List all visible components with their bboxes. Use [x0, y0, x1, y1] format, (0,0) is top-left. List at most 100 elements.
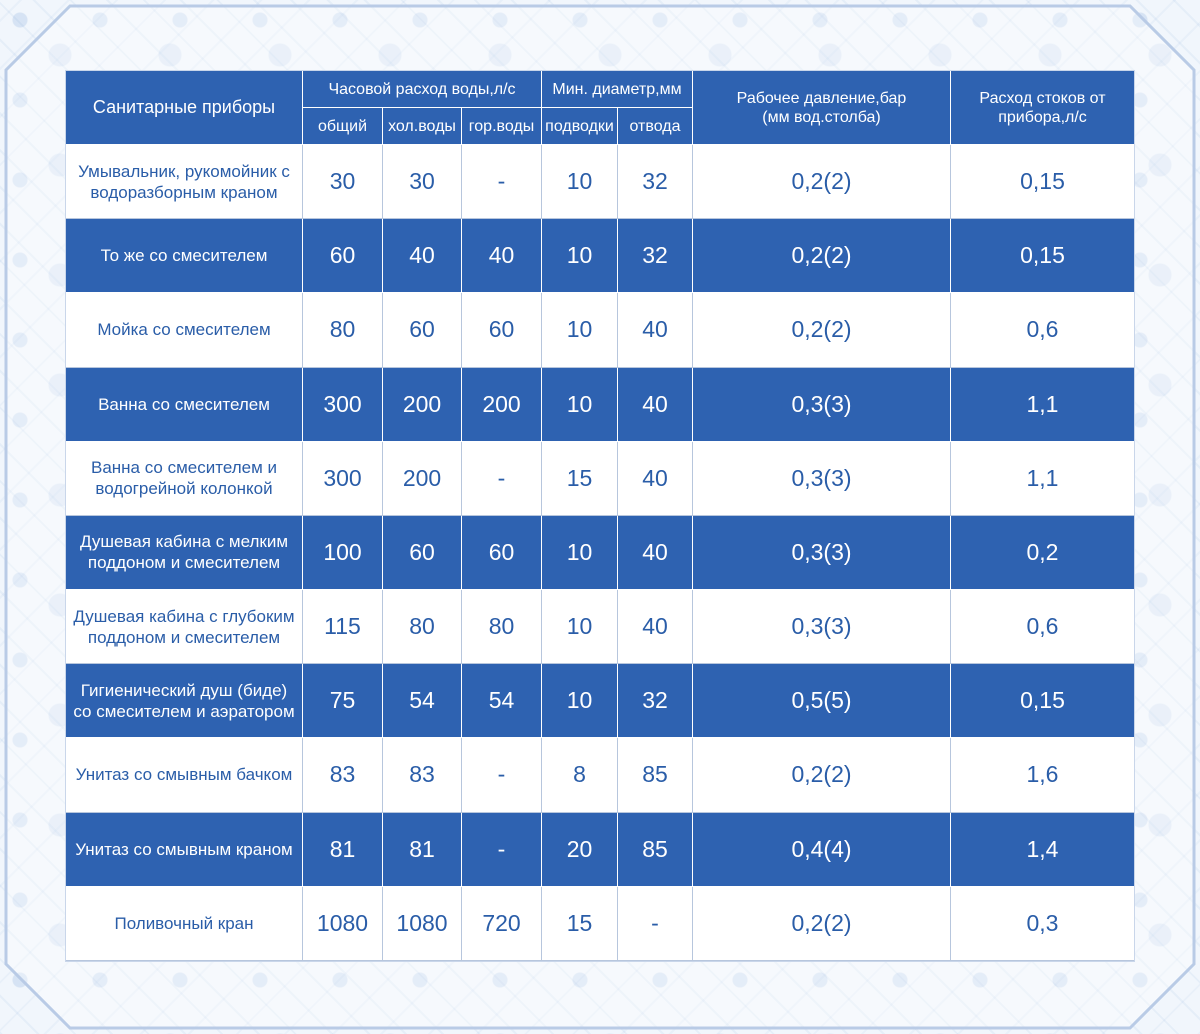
flow-hot: 60	[462, 293, 542, 368]
flow-hot: -	[462, 145, 542, 220]
diameter-outlet: -	[618, 886, 693, 961]
flow-cold: 80	[383, 590, 462, 665]
drain-flow: 0,6	[951, 590, 1134, 665]
working-pressure: 0,2(2)	[693, 145, 951, 220]
diameter-supply: 10	[542, 515, 618, 591]
working-pressure: 0,2(2)	[693, 293, 951, 368]
device-name: Ванна со смесителем и водогрейной колонк…	[66, 441, 303, 516]
working-pressure: 0,3(3)	[693, 515, 951, 591]
subheader-total: общий	[303, 108, 383, 145]
drain-flow: 1,4	[951, 812, 1134, 887]
device-name: Мойка со смесителем	[66, 293, 303, 368]
diameter-supply: 15	[542, 441, 618, 516]
device-name: Гигиенический душ (биде) со смесителем и…	[66, 664, 303, 739]
drain-flow: 1,1	[951, 442, 1134, 516]
flow-hot: 40	[462, 219, 542, 294]
drain-flow: 0,2	[951, 515, 1134, 591]
drain-flow: 0,6	[951, 293, 1134, 368]
diameter-outlet: 32	[618, 219, 693, 294]
device-name: Унитаз со смывным бачком	[66, 738, 303, 813]
flow-cold: 40	[383, 219, 462, 294]
diameter-outlet: 40	[618, 367, 693, 442]
flow-cold: 1080	[383, 886, 462, 961]
working-pressure: 0,3(3)	[693, 367, 951, 442]
diameter-outlet: 32	[618, 145, 693, 220]
device-name: Унитаз со смывным краном	[66, 812, 303, 887]
diameter-outlet: 40	[618, 293, 693, 368]
flow-total: 60	[303, 219, 383, 294]
header-device: Санитарные приборы	[66, 71, 303, 145]
flow-total: 83	[303, 738, 383, 813]
flow-hot: 720	[462, 886, 542, 961]
drain-flow: 0,15	[951, 219, 1134, 294]
diameter-supply: 15	[542, 886, 618, 961]
subheader-outlet: отвода	[618, 108, 693, 145]
flow-hot: -	[462, 441, 542, 516]
header-pressure: Рабочее давление,бар (мм вод.столба)	[693, 71, 951, 145]
working-pressure: 0,2(2)	[693, 886, 951, 961]
flow-total: 115	[303, 590, 383, 665]
diameter-supply: 10	[542, 219, 618, 294]
device-name: Умывальник, рукомойник с водоразборным к…	[66, 145, 303, 220]
drain-flow: 1,1	[951, 367, 1134, 442]
drain-flow: 0,15	[951, 664, 1134, 739]
flow-total: 100	[303, 515, 383, 591]
table-grid: Санитарные приборы Часовой расход воды,л…	[66, 71, 1134, 961]
diameter-outlet: 40	[618, 441, 693, 516]
flow-total: 300	[303, 367, 383, 442]
flow-cold: 60	[383, 515, 462, 591]
working-pressure: 0,2(2)	[693, 219, 951, 294]
diameter-supply: 10	[542, 293, 618, 368]
working-pressure: 0,3(3)	[693, 590, 951, 665]
flow-hot: 60	[462, 515, 542, 591]
flow-total: 300	[303, 441, 383, 516]
flow-cold: 83	[383, 738, 462, 813]
flow-total: 81	[303, 812, 383, 887]
device-name: Ванна со смесителем	[66, 367, 303, 442]
flow-cold: 200	[383, 441, 462, 516]
diameter-supply: 20	[542, 812, 618, 887]
header-drain: Расход стоков от прибора,л/с	[951, 71, 1134, 145]
drain-flow: 0,3	[951, 887, 1134, 961]
subheader-supply: подводки	[542, 108, 618, 145]
flow-total: 80	[303, 293, 383, 368]
flow-hot: -	[462, 738, 542, 813]
working-pressure: 0,3(3)	[693, 441, 951, 516]
header-hourly-flow: Часовой расход воды,л/с	[303, 71, 542, 108]
device-name: Поливочный кран	[66, 886, 303, 961]
flow-hot: 54	[462, 664, 542, 739]
diameter-outlet: 40	[618, 590, 693, 665]
header-min-diameter: Мин. диаметр,мм	[542, 71, 693, 108]
diameter-supply: 10	[542, 367, 618, 442]
diameter-supply: 10	[542, 664, 618, 739]
flow-cold: 54	[383, 664, 462, 739]
diameter-supply: 10	[542, 590, 618, 665]
drain-flow: 0,15	[951, 145, 1134, 220]
flow-total: 75	[303, 664, 383, 739]
flow-hot: 200	[462, 367, 542, 442]
working-pressure: 0,5(5)	[693, 664, 951, 739]
diameter-supply: 8	[542, 738, 618, 813]
flow-hot: -	[462, 812, 542, 887]
working-pressure: 0,2(2)	[693, 738, 951, 813]
flow-cold: 200	[383, 367, 462, 442]
subheader-cold: хол.воды	[383, 108, 462, 145]
device-name: Душевая кабина с мелким поддоном и смеси…	[66, 515, 303, 591]
drain-flow: 1,6	[951, 738, 1134, 813]
sanitary-devices-table: Санитарные приборы Часовой расход воды,л…	[66, 71, 1134, 961]
diameter-supply: 10	[542, 145, 618, 220]
diameter-outlet: 40	[618, 515, 693, 591]
device-name: То же со смесителем	[66, 219, 303, 294]
subheader-hot: гор.воды	[462, 108, 542, 145]
flow-total: 30	[303, 145, 383, 220]
flow-cold: 30	[383, 145, 462, 220]
flow-hot: 80	[462, 590, 542, 665]
flow-cold: 81	[383, 812, 462, 887]
diameter-outlet: 85	[618, 738, 693, 813]
flow-total: 1080	[303, 886, 383, 961]
diameter-outlet: 85	[618, 812, 693, 887]
working-pressure: 0,4(4)	[693, 812, 951, 887]
device-name: Душевая кабина с глубоким поддоном и сме…	[66, 590, 303, 665]
flow-cold: 60	[383, 293, 462, 368]
diameter-outlet: 32	[618, 664, 693, 739]
